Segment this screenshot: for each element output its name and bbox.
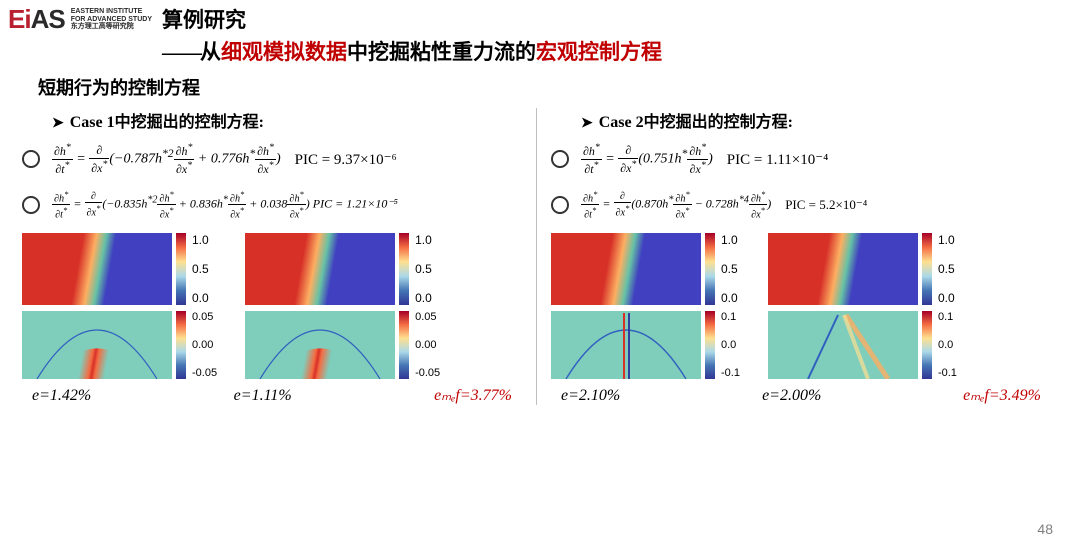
case2-pic2: PIC = 5.2×10⁻⁴ [785,197,867,213]
logo-e: E [8,4,24,34]
case2-hm-err-1: 0.10.0-0.1 [551,311,740,379]
colorbar [922,233,932,305]
title-p1: 从 [200,40,221,64]
column-divider [536,108,537,405]
radio-icon [22,150,40,168]
case1-error-row: e=1.42% e=1.11% eₘₑf=3.77% [22,385,522,405]
case1-hm-top-1: 1.00.50.0 [22,233,217,305]
title-p2: 细观模拟数据 [221,40,347,64]
colorbar [399,233,409,305]
heatmap-error-canvas [22,311,172,379]
case1-col1-pair: 1.00.50.0 0.050.00-0.05 [22,233,217,379]
heatmap-canvas [245,233,395,305]
case1-column: ➤ Case 1中挖掘出的控制方程: ∂h*∂t* = ∂∂x*(−0.787h*… [10,108,534,405]
heatmap-canvas [22,233,172,305]
bullet-arrow-icon: ➤ [581,116,593,131]
colorbar-ticks: 1.00.50.0 [938,233,955,305]
case2-error-row: e=2.10% e=2.00% eₘₑf=3.49% [551,385,1051,405]
title-p3: 中挖掘粘性重力流的 [347,40,536,64]
heatmap-canvas [551,233,701,305]
case1-heading: ➤ Case 1中挖掘出的控制方程: [52,108,522,132]
case2-err2: e=2.00% [762,387,821,405]
logo-en1: EASTERN INSTITUTE [71,8,152,16]
title-block: 算例研究 ——从细观模拟数据中挖掘粘性重力流的宏观控制方程 [162,4,1065,66]
colorbar-ticks: 1.00.50.0 [192,233,209,305]
colorbar [399,311,409,379]
case1-hm-err-1: 0.050.00-0.05 [22,311,217,379]
logo-text: EASTERN INSTITUTE FOR ADVANCED STUDY 东方理… [71,8,152,31]
case2-hm-top-2: 1.00.50.0 [768,233,957,305]
case2-heatmap-grid: 1.00.50.0 0.10.0-0.1 1.00.50.0 0.10. [551,233,1051,379]
colorbar-ticks: 0.10.0-0.1 [721,311,740,379]
case1-err-ref: eₘₑf=3.77% [434,385,512,405]
case1-heatmap-grid: 1.00.50.0 0.050.00-0.05 1.00.50.0 0. [22,233,522,379]
title-sub: ——从细观模拟数据中挖掘粘性重力流的宏观控制方程 [162,36,1065,66]
case2-col2-pair: 1.00.50.0 0.10.0-0.1 [768,233,957,379]
case1-hm-top-2: 1.00.50.0 [245,233,440,305]
case2-err-ref: eₘₑf=3.49% [963,385,1041,405]
title-main: 算例研究 [162,4,1065,34]
section-subtitle: 短期行为的控制方程 [38,74,1073,100]
case2-heading-text: Case 2中挖掘出的控制方程: [599,114,793,131]
title-p4: 宏观控制方程 [536,40,662,64]
title-dash: —— [162,40,200,64]
colorbar-ticks: 0.050.00-0.05 [415,311,440,379]
colorbar-ticks: 0.050.00-0.05 [192,311,217,379]
case2-col1-pair: 1.00.50.0 0.10.0-0.1 [551,233,740,379]
case1-eq1-row: ∂h*∂t* = ∂∂x*(−0.787h*2∂h*∂x* + 0.776h*∂… [22,142,522,177]
case2-hm-top-1: 1.00.50.0 [551,233,740,305]
case1-err1: e=1.42% [32,387,91,405]
case1-eq2-row: ∂h*∂t* = ∂∂x*(−0.835h*2∂h*∂x* + 0.836h*∂… [22,189,522,221]
colorbar-ticks: 1.00.50.0 [415,233,432,305]
case2-heading: ➤ Case 2中挖掘出的控制方程: [581,108,1051,132]
logo-a: A [31,4,49,34]
case2-column: ➤ Case 2中挖掘出的控制方程: ∂h*∂t* = ∂∂x*(0.751h*∂… [539,108,1063,405]
heatmap-canvas [768,233,918,305]
heatmap-error-canvas [245,311,395,379]
case2-eq1: ∂h*∂t* = ∂∂x*(0.751h*∂h*∂x*) [581,142,713,177]
colorbar-ticks: 1.00.50.0 [721,233,738,305]
case1-err2: e=1.11% [234,387,292,405]
case1-eq1: ∂h*∂t* = ∂∂x*(−0.787h*2∂h*∂x* + 0.776h*∂… [52,142,281,177]
logo-cn: 东方理工高等研究院 [71,23,152,31]
radio-icon [22,196,40,214]
case1-pic1: PIC = 9.37×10⁻⁶ [295,150,397,169]
case2-hm-err-2: 0.10.0-0.1 [768,311,957,379]
colorbar [922,311,932,379]
radio-icon [551,196,569,214]
logo: EiAS EASTERN INSTITUTE FOR ADVANCED STUD… [8,4,152,35]
case1-eq2: ∂h*∂t* = ∂∂x*(−0.835h*2∂h*∂x* + 0.836h*∂… [52,189,398,221]
colorbar [705,233,715,305]
case1-heading-text: Case 1中挖掘出的控制方程: [70,114,264,131]
bullet-arrow-icon: ➤ [52,116,64,131]
colorbar [705,311,715,379]
heatmap-error-canvas [551,311,701,379]
page-number: 48 [1037,521,1053,537]
case2-err1: e=2.10% [561,387,620,405]
header: EiAS EASTERN INSTITUTE FOR ADVANCED STUD… [0,0,1073,66]
radio-icon [551,150,569,168]
logo-mark: EiAS [8,4,65,35]
case1-col2-pair: 1.00.50.0 0.050.00-0.05 [245,233,440,379]
case2-eq1-row: ∂h*∂t* = ∂∂x*(0.751h*∂h*∂x*) PIC = 1.11×… [551,142,1051,177]
heatmap-error-canvas [768,311,918,379]
case2-eq2-row: ∂h*∂t* = ∂∂x*(0.870h*∂h*∂x* − 0.728h*4∂h… [551,189,1051,221]
logo-s: S [48,4,64,34]
case2-pic1: PIC = 1.11×10⁻⁴ [727,150,829,169]
colorbar [176,311,186,379]
colorbar-ticks: 0.10.0-0.1 [938,311,957,379]
colorbar [176,233,186,305]
case1-hm-err-2: 0.050.00-0.05 [245,311,440,379]
case2-eq2: ∂h*∂t* = ∂∂x*(0.870h*∂h*∂x* − 0.728h*4∂h… [581,189,771,221]
columns: ➤ Case 1中挖掘出的控制方程: ∂h*∂t* = ∂∂x*(−0.787h*… [0,108,1073,405]
